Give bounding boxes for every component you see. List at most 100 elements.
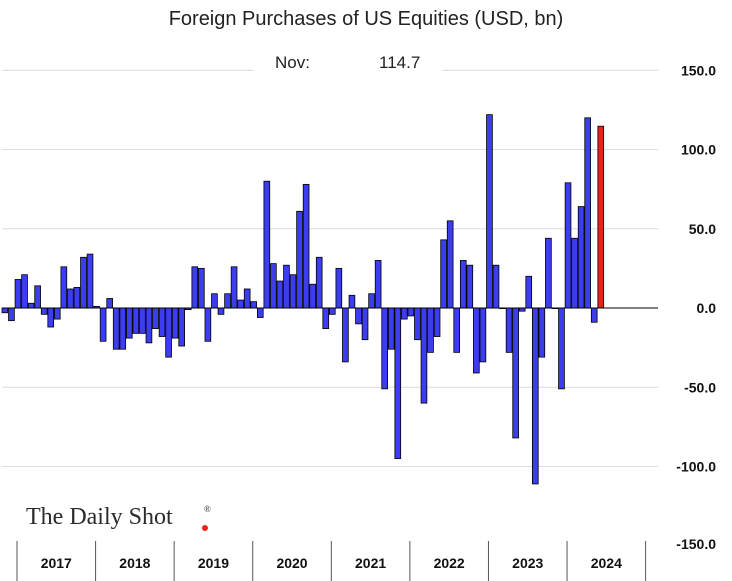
bar-71 bbox=[466, 264, 474, 309]
bar-62 bbox=[407, 307, 415, 317]
bar-57 bbox=[374, 260, 382, 309]
bar-68 bbox=[446, 220, 454, 309]
bar-91 bbox=[597, 125, 605, 309]
bar-83 bbox=[545, 237, 552, 309]
bar-17 bbox=[112, 307, 120, 350]
bar-49 bbox=[322, 307, 330, 330]
y-axis: 150.0 100.0 50.0 0.0 -50.0 -100.0 -150.0 bbox=[676, 62, 716, 552]
x-axis: 2017 2018 2019 2020 2021 2022 2023 2024 bbox=[16, 541, 647, 581]
bar-59 bbox=[387, 307, 395, 350]
x-tick-label-2023: 2023 bbox=[512, 555, 543, 571]
bar-27 bbox=[178, 307, 185, 347]
bar-33 bbox=[217, 307, 225, 315]
bar-47 bbox=[309, 283, 316, 309]
y-tick-label-0: 150.0 bbox=[681, 62, 716, 78]
x-tick-label-2022: 2022 bbox=[434, 555, 465, 571]
bar-15 bbox=[99, 307, 107, 342]
bar-66 bbox=[433, 307, 441, 337]
bar-67 bbox=[440, 239, 447, 309]
bar-36 bbox=[237, 299, 244, 309]
bar-9 bbox=[60, 266, 68, 309]
bar-4 bbox=[27, 302, 35, 309]
bar-80 bbox=[525, 275, 533, 309]
bar-77 bbox=[505, 307, 513, 353]
x-tick-label-2020: 2020 bbox=[276, 555, 307, 571]
annotation-label: Nov: bbox=[275, 53, 310, 72]
bar-51 bbox=[335, 267, 343, 309]
bar-37 bbox=[243, 288, 251, 309]
bar-73 bbox=[479, 307, 487, 363]
annotation-box bbox=[254, 44, 442, 76]
bar-44 bbox=[289, 274, 297, 309]
y-tick-label-5: -100.0 bbox=[676, 459, 716, 475]
bar-50 bbox=[328, 307, 336, 315]
bar-72 bbox=[473, 307, 480, 374]
bar-86 bbox=[564, 182, 572, 309]
bar-87 bbox=[571, 237, 578, 309]
bar-24 bbox=[158, 307, 166, 337]
bar-78 bbox=[512, 307, 519, 439]
annotation-value: 114.7 bbox=[379, 53, 420, 72]
bar-89 bbox=[584, 117, 591, 309]
bar-16 bbox=[106, 298, 113, 309]
bar-12 bbox=[80, 256, 87, 309]
bar-7 bbox=[47, 307, 55, 328]
bar-20 bbox=[132, 307, 140, 334]
bar-90 bbox=[590, 307, 598, 323]
bar-45 bbox=[296, 210, 303, 309]
bar-74 bbox=[486, 114, 493, 309]
bar-11 bbox=[73, 286, 81, 309]
bar-0 bbox=[1, 307, 9, 314]
bar-46 bbox=[302, 183, 310, 309]
bar-63 bbox=[414, 307, 421, 341]
bar-32 bbox=[211, 293, 218, 309]
bar-5 bbox=[34, 285, 41, 309]
bar-29 bbox=[191, 266, 199, 309]
bar-52 bbox=[342, 307, 349, 363]
bar-8 bbox=[53, 307, 61, 320]
bar-6 bbox=[40, 307, 48, 315]
bar-58 bbox=[381, 307, 388, 390]
bar-42 bbox=[276, 280, 284, 309]
bar-1 bbox=[8, 307, 15, 322]
bar-19 bbox=[126, 307, 133, 339]
bar-22 bbox=[145, 307, 153, 344]
bar-70 bbox=[459, 260, 467, 309]
bar-40 bbox=[263, 180, 271, 309]
bar-54 bbox=[355, 307, 362, 325]
x-tick-label-2021: 2021 bbox=[355, 555, 386, 571]
bar-39 bbox=[256, 307, 264, 318]
bar-56 bbox=[368, 293, 375, 309]
bar-53 bbox=[348, 294, 356, 309]
y-tick-label-1: 100.0 bbox=[681, 142, 716, 158]
bar-64 bbox=[420, 307, 428, 404]
x-tick-label-2018: 2018 bbox=[119, 555, 150, 571]
bar-88 bbox=[577, 206, 585, 309]
bar-35 bbox=[230, 266, 238, 309]
bar-2 bbox=[14, 279, 22, 309]
bar-85 bbox=[558, 307, 565, 390]
bar-55 bbox=[361, 307, 369, 341]
y-tick-label-2: 50.0 bbox=[689, 221, 716, 237]
bar-23 bbox=[152, 307, 159, 330]
bar-25 bbox=[165, 307, 172, 358]
bar-81 bbox=[531, 307, 539, 485]
watermark-logo: The Daily Shot ® bbox=[26, 504, 211, 531]
bar-48 bbox=[315, 256, 323, 309]
bar-69 bbox=[453, 307, 461, 353]
y-tick-label-4: -50.0 bbox=[684, 379, 716, 395]
bar-26 bbox=[171, 307, 179, 339]
x-tick-label-2024: 2024 bbox=[591, 555, 622, 571]
bar-21 bbox=[139, 307, 146, 334]
y-tick-label-3: 0.0 bbox=[697, 300, 717, 316]
bars bbox=[1, 114, 658, 485]
gridlines bbox=[2, 69, 658, 467]
logo-dot bbox=[202, 525, 208, 531]
bar-61 bbox=[401, 307, 408, 320]
bar-31 bbox=[204, 307, 212, 342]
bar-38 bbox=[250, 301, 258, 309]
bar-10 bbox=[67, 288, 74, 309]
bar-75 bbox=[492, 264, 500, 309]
x-tick-label-2017: 2017 bbox=[41, 555, 72, 571]
